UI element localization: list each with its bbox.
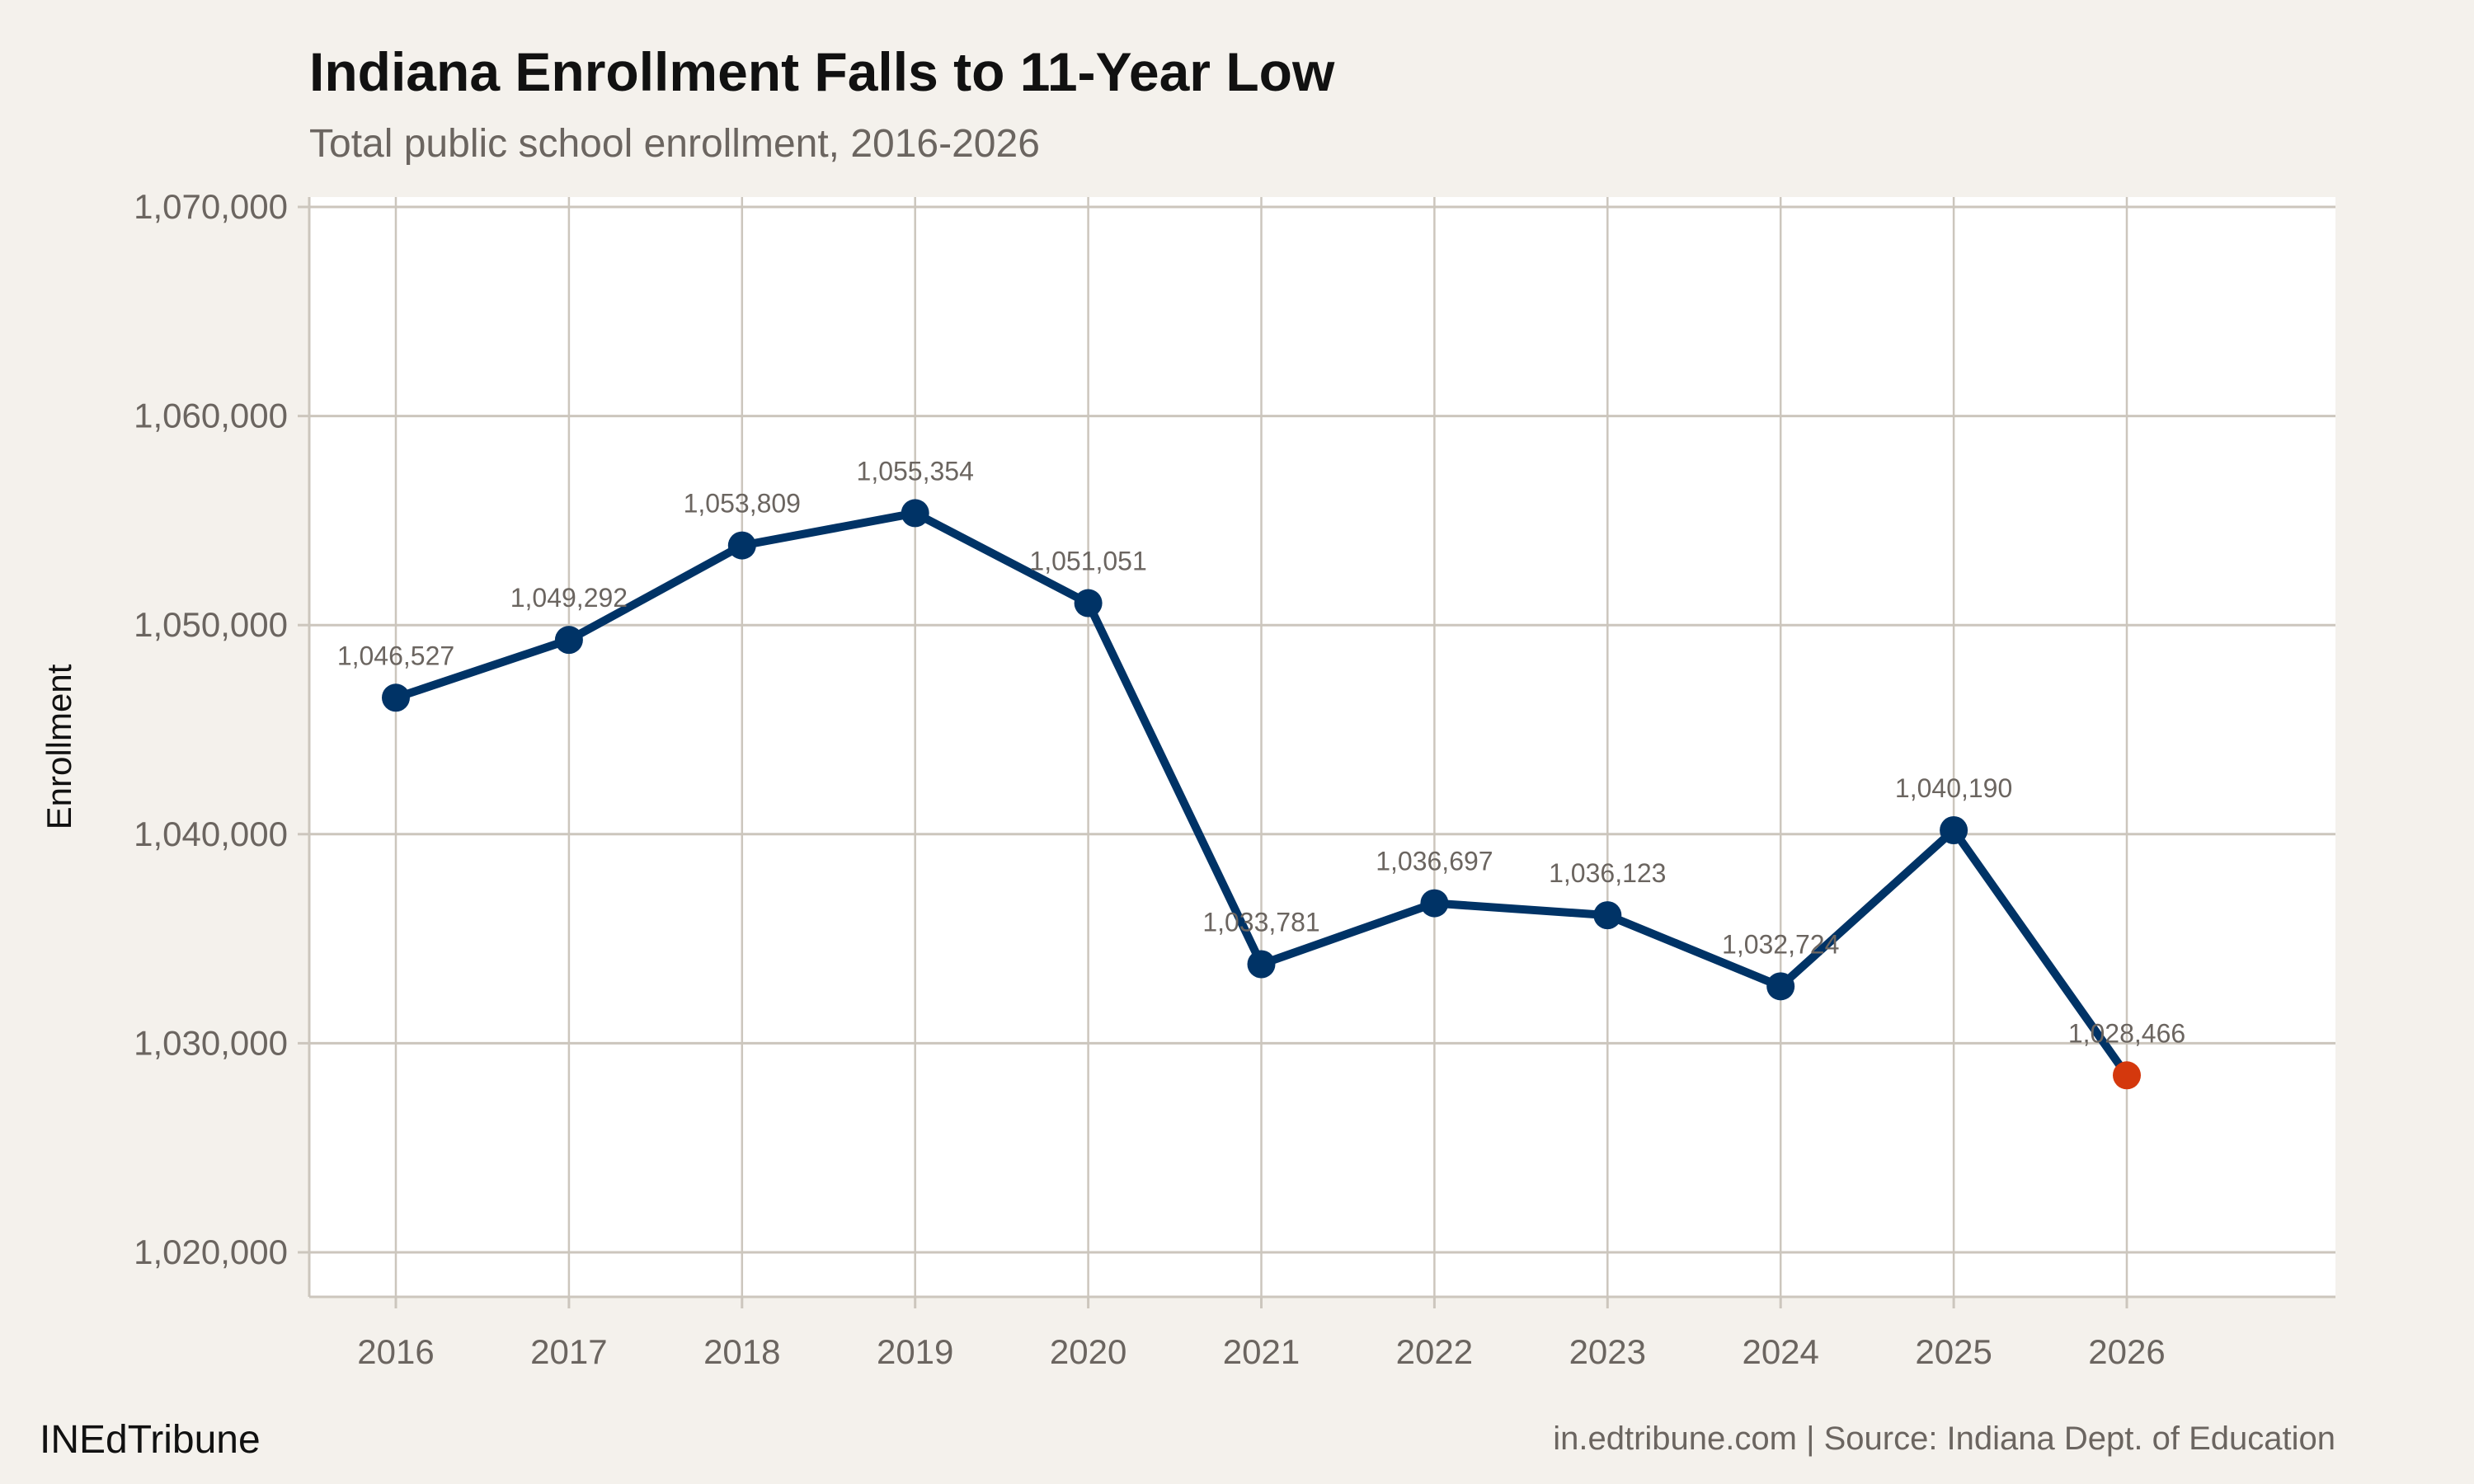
x-tick-label: 2023 — [1569, 1332, 1646, 1371]
x-tick-label: 2018 — [703, 1332, 780, 1371]
chart-title: Indiana Enrollment Falls to 11-Year Low — [309, 41, 1335, 102]
data-label: 1,051,051 — [1029, 547, 1146, 576]
y-tick-label: 1,040,000 — [134, 815, 288, 853]
data-label: 1,036,123 — [1549, 858, 1666, 888]
y-axis-ticks: 1,020,000 1,030,000 1,040,000 1,050,000 1,06… — [134, 187, 309, 1271]
data-point — [1074, 589, 1103, 618]
x-tick-label: 2022 — [1396, 1332, 1473, 1371]
data-label: 1,046,527 — [337, 641, 454, 670]
y-axis-label: Enrollment — [40, 664, 78, 829]
data-label: 1,055,354 — [857, 456, 974, 486]
data-label: 1,053,809 — [684, 489, 801, 519]
x-tick-label: 2016 — [357, 1332, 434, 1371]
highlight-data-point — [2113, 1061, 2141, 1090]
data-point — [727, 531, 756, 560]
y-tick-label: 1,050,000 — [134, 605, 288, 644]
chart-subtitle: Total public school enrollment, 2016-202… — [309, 122, 1040, 166]
axes — [308, 197, 2335, 1298]
data-label: 1,032,724 — [1722, 929, 1839, 959]
data-label: 1,049,292 — [510, 583, 628, 613]
x-tick-label: 2019 — [877, 1332, 953, 1371]
data-label: 1,036,697 — [1376, 847, 1493, 876]
data-point — [1420, 889, 1449, 918]
y-tick-label: 1,030,000 — [134, 1023, 288, 1062]
x-tick-label: 2017 — [530, 1332, 607, 1371]
x-tick-label: 2024 — [1742, 1332, 1818, 1371]
source-note: in.edtribune.com | Source: Indiana Dept.… — [1553, 1421, 2335, 1457]
x-tick-label: 2020 — [1050, 1332, 1126, 1371]
data-point — [1247, 950, 1276, 979]
data-labels: 1,046,527 1,049,292 1,053,809 1,055,354 1,05… — [337, 456, 2185, 1048]
data-point — [1766, 972, 1795, 1001]
plot-panel — [309, 197, 2335, 1297]
x-axis-ticks: 2016 2017 2018 2019 2020 2021 2022 2023 2024 2025… — [357, 1297, 2166, 1371]
data-point — [1593, 901, 1622, 930]
data-point — [1940, 815, 1968, 844]
data-label: 1,028,466 — [2068, 1018, 2185, 1048]
data-point — [382, 683, 410, 712]
data-label: 1,033,781 — [1202, 908, 1319, 937]
x-tick-label: 2026 — [2088, 1332, 2165, 1371]
data-point — [901, 499, 929, 528]
x-tick-label: 2021 — [1223, 1332, 1300, 1371]
series-enrollment — [382, 499, 2141, 1090]
y-tick-label: 1,020,000 — [134, 1233, 288, 1271]
y-tick-label: 1,060,000 — [134, 397, 288, 435]
data-point — [554, 626, 583, 655]
x-tick-label: 2025 — [1915, 1332, 1992, 1371]
y-tick-label: 1,070,000 — [134, 187, 288, 226]
data-label: 1,040,190 — [1895, 773, 2012, 803]
gridlines — [309, 197, 2335, 1297]
brand-logo-text: INEdTribune — [40, 1418, 261, 1462]
